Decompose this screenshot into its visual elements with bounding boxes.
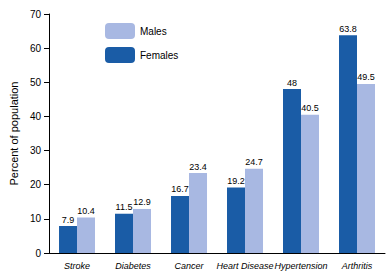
svg-text:60: 60 (30, 43, 42, 54)
svg-text:10: 10 (30, 213, 42, 224)
svg-text:Hypertension: Hypertension (274, 261, 327, 271)
svg-text:Males: Males (140, 26, 167, 37)
svg-text:70: 70 (30, 9, 42, 20)
svg-text:Females: Females (140, 50, 178, 61)
svg-text:11.5: 11.5 (116, 202, 133, 212)
svg-text:16.7: 16.7 (171, 184, 189, 194)
svg-text:24.7: 24.7 (245, 157, 263, 167)
svg-text:49.5: 49.5 (357, 72, 375, 82)
svg-text:7.9: 7.9 (62, 215, 75, 225)
svg-text:12.9: 12.9 (133, 197, 151, 207)
svg-text:40.5: 40.5 (301, 103, 319, 113)
svg-text:Stroke: Stroke (64, 261, 90, 271)
svg-text:40: 40 (30, 111, 42, 122)
svg-text:63.8: 63.8 (339, 24, 357, 34)
svg-text:Arthritis: Arthritis (341, 261, 373, 271)
svg-text:Heart Disease: Heart Disease (216, 261, 273, 271)
svg-text:19.2: 19.2 (227, 176, 245, 186)
svg-text:23.4: 23.4 (189, 162, 207, 172)
svg-text:Percent of population: Percent of population (8, 82, 20, 186)
svg-text:Diabetes: Diabetes (115, 261, 151, 271)
svg-text:0: 0 (35, 248, 41, 259)
svg-text:20: 20 (30, 179, 42, 190)
svg-text:Cancer: Cancer (175, 261, 205, 271)
svg-text:10.4: 10.4 (77, 206, 95, 216)
svg-text:50: 50 (30, 77, 42, 88)
svg-text:48: 48 (287, 78, 297, 88)
svg-text:30: 30 (30, 145, 42, 156)
